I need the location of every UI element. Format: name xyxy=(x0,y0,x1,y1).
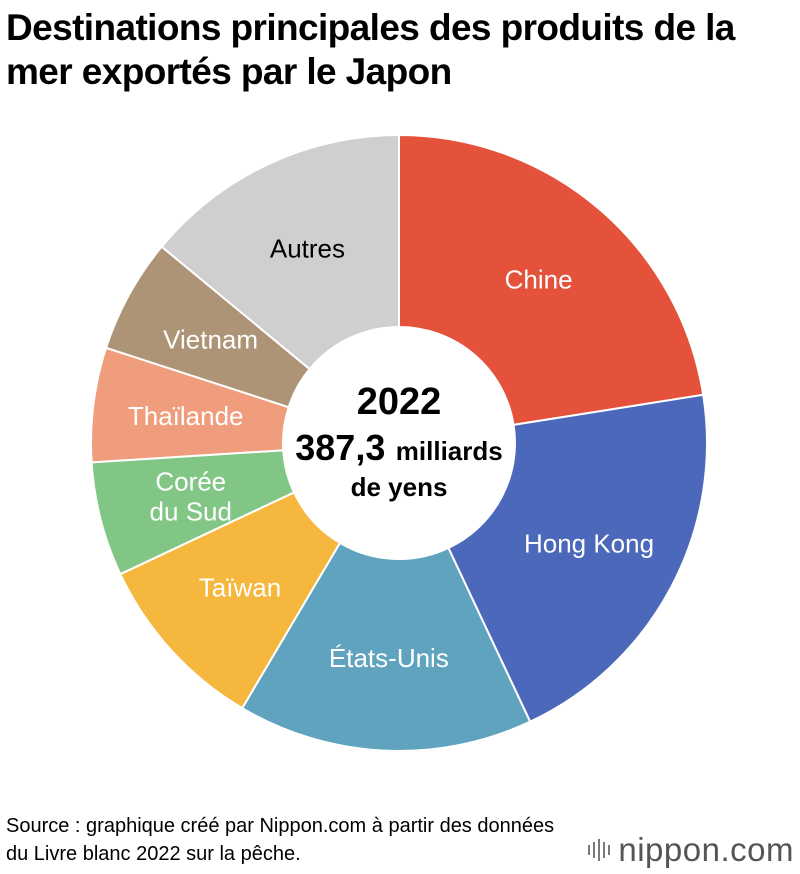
logo-wordmark: nippon.com xyxy=(618,831,794,869)
slice-taiwan xyxy=(118,491,342,710)
center-total: 387,3 milliards xyxy=(295,427,502,468)
center-total-unit-2: de yens xyxy=(351,472,448,502)
logo-name: nippon xyxy=(618,831,721,868)
label-taiwan: Taïwan xyxy=(199,573,281,603)
center-total-value: 387,3 xyxy=(295,427,385,468)
donut-slices xyxy=(90,133,708,752)
center-total-unit: milliards xyxy=(396,436,503,466)
source-note: Source : graphique créé par Nippon.com à… xyxy=(6,815,555,865)
slice-chine xyxy=(398,133,705,426)
nippon-logo: nippon.com xyxy=(588,831,794,869)
label-thailande: Thaïlande xyxy=(128,401,244,431)
label-hong-kong: Hong Kong xyxy=(524,529,654,559)
slice-hong-kong xyxy=(447,393,708,724)
label-etats-unis: États-Unis xyxy=(329,643,449,673)
donut-center: 2022 387,3 milliards de yens xyxy=(295,381,502,502)
donut-chart: Chine Hong Kong États-Unis Taïwan Corée du Su… xyxy=(90,133,708,752)
logo-bars-icon xyxy=(588,837,611,863)
slice-etats-unis xyxy=(240,541,532,752)
center-year: 2022 xyxy=(357,381,442,423)
logo-suffix: .com xyxy=(720,831,794,868)
label-vietnam: Vietnam xyxy=(163,324,258,354)
label-autres: Autres xyxy=(270,233,345,263)
chart-title: Destinations principales des produits de… xyxy=(6,7,735,92)
label-chine: Chine xyxy=(505,265,573,295)
label-coree-du-sud: Corée du Sud xyxy=(150,466,232,526)
slice-autres xyxy=(160,133,400,371)
slice-labels: Chine Hong Kong États-Unis Taïwan Corée du Su… xyxy=(128,233,654,672)
